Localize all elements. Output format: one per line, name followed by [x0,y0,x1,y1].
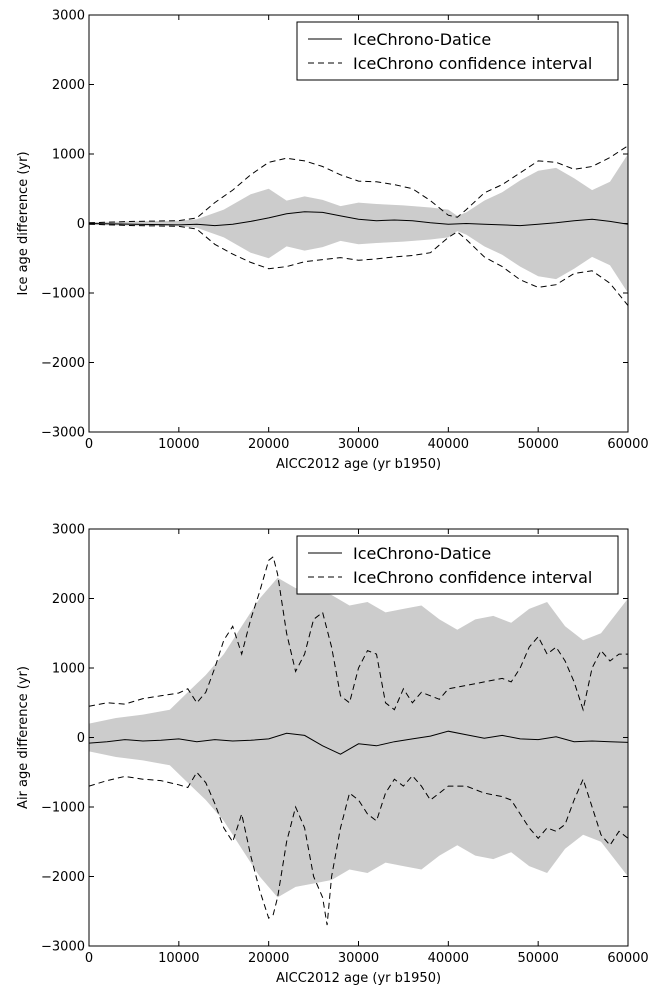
series-line-icechrono-datice [89,730,628,755]
series-line-confidence-upper [89,555,628,712]
plot-area [89,555,628,926]
x-tick-label: 0 [85,437,93,452]
y-tick-label: 2000 [52,592,85,607]
y-tick-label: −2000 [41,870,85,885]
x-tick-label: 10000 [158,951,199,966]
y-tick-label: 0 [77,217,85,232]
series-line-icechrono-datice [89,211,628,227]
x-axis-label: AICC2012 age (yr b1950) [276,457,441,472]
x-tick-label: 40000 [428,951,469,966]
y-tick-label: −3000 [41,940,85,955]
x-tick-label: 0 [85,951,93,966]
y-tick-label: −1000 [41,801,85,816]
y-axis-label: Air age difference (yr) [16,666,31,809]
y-tick-label: 1000 [52,148,85,163]
ice-age-difference-chart: 0 10000 20000 30000 40000 50000 60000−3000−200… [16,9,649,473]
legend: IceChrono-Datice IceChrono confidence int… [296,535,619,595]
series-line-confidence-lower [89,771,628,926]
y-tick-label: −3000 [41,426,85,441]
y-tick-label: 3000 [52,9,85,24]
legend-box [296,21,619,81]
y-tick-label: 0 [77,731,85,746]
y-tick-label: −2000 [41,356,85,371]
legend: IceChrono-Datice IceChrono confidence int… [296,21,619,81]
x-tick-label: 40000 [428,437,469,452]
legend-label: IceChrono-Datice [353,544,491,563]
x-tick-label: 20000 [248,951,289,966]
x-tick-label: 60000 [607,951,648,966]
y-axis-label: Ice age difference (yr) [16,151,31,295]
series-line-confidence-lower [89,223,628,306]
air-age-difference-chart: 0 10000 20000 30000 40000 50000 60000−3000−200… [16,523,649,987]
x-axis-label: AICC2012 age (yr b1950) [276,971,441,986]
x-tick-label: 60000 [607,437,648,452]
plot-area [89,145,628,306]
x-tick-label: 50000 [517,437,558,452]
legend-box [296,535,619,595]
legend-label: IceChrono-Datice [353,30,491,49]
x-tick-label: 10000 [158,437,199,452]
uncertainty-band [89,154,628,293]
y-tick-label: 3000 [52,523,85,538]
x-tick-label: 30000 [338,951,379,966]
x-tick-label: 30000 [338,437,379,452]
x-tick-label: 50000 [517,951,558,966]
x-tick-label: 20000 [248,437,289,452]
uncertainty-band [89,577,628,898]
y-tick-label: 2000 [52,78,85,93]
y-tick-label: −1000 [41,287,85,302]
legend-label: IceChrono confidence interval [353,54,592,73]
legend-label: IceChrono confidence interval [353,568,592,587]
y-tick-label: 1000 [52,662,85,677]
